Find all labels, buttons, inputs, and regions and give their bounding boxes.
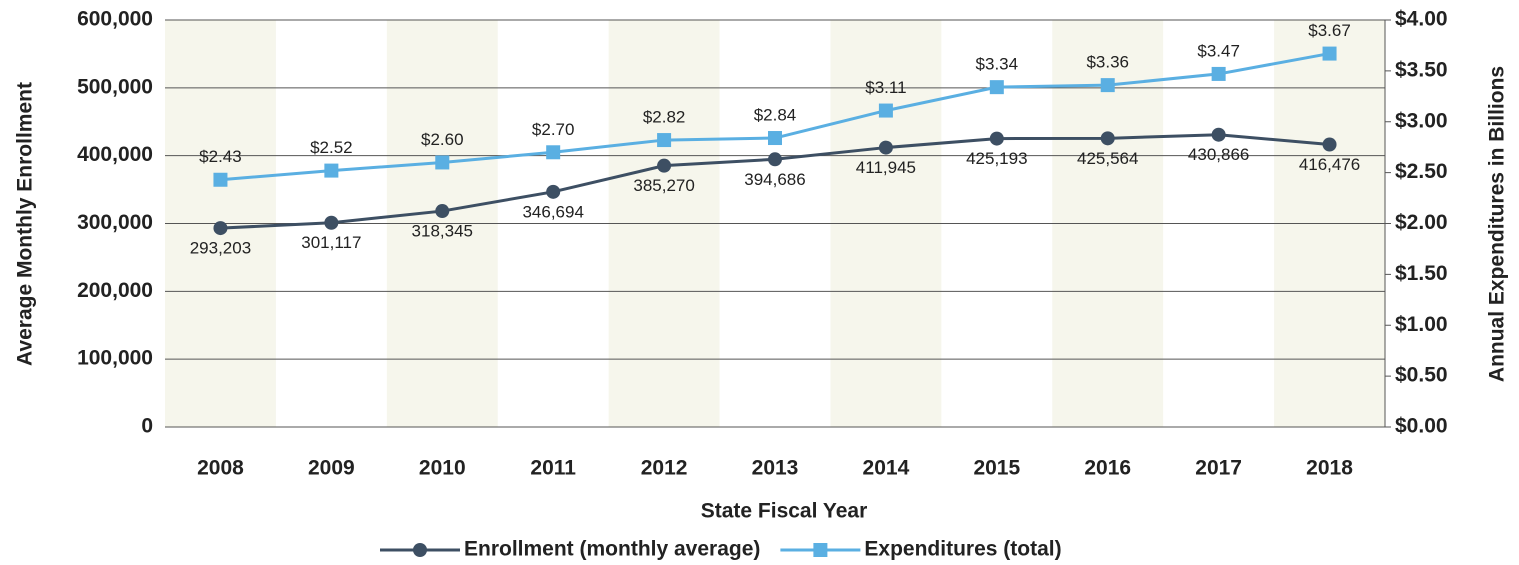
marker bbox=[768, 131, 782, 146]
data-label: $3.67 bbox=[1308, 21, 1351, 40]
data-label: $2.70 bbox=[532, 120, 575, 139]
y2-tick-label: $0.00 bbox=[1395, 415, 1448, 438]
y2-tick-label: $2.50 bbox=[1395, 160, 1448, 183]
x-tick-label: 2014 bbox=[863, 457, 910, 480]
x-tick-label: 2011 bbox=[530, 457, 576, 480]
marker bbox=[989, 80, 1004, 95]
marker bbox=[1211, 127, 1226, 142]
x-tick-label: 2010 bbox=[419, 457, 466, 480]
marker bbox=[324, 215, 339, 230]
legend-label: Expenditures (total) bbox=[864, 538, 1061, 561]
data-label: $3.47 bbox=[1197, 41, 1240, 60]
marker bbox=[213, 172, 228, 187]
x-tick-label: 2017 bbox=[1195, 457, 1242, 480]
x-tick-label: 2008 bbox=[197, 457, 244, 480]
y-tick-label: 500,000 bbox=[77, 75, 153, 98]
data-label: $3.36 bbox=[1086, 53, 1129, 72]
marker bbox=[878, 103, 893, 118]
marker bbox=[878, 140, 893, 155]
data-label: 416,476 bbox=[1299, 155, 1360, 174]
data-label: 346,694 bbox=[522, 202, 583, 221]
x-tick-label: 2013 bbox=[752, 457, 799, 480]
marker bbox=[989, 131, 1004, 146]
x-axis-title: State Fiscal Year bbox=[701, 500, 868, 523]
legend-label: Enrollment (monthly average) bbox=[464, 538, 760, 561]
marker bbox=[435, 204, 450, 219]
y2-tick-label: $0.50 bbox=[1395, 364, 1448, 387]
y-tick-label: 300,000 bbox=[77, 211, 153, 234]
legend-marker bbox=[413, 543, 427, 557]
marker bbox=[1100, 131, 1115, 146]
y-tick-label: 200,000 bbox=[77, 279, 153, 302]
marker bbox=[435, 155, 450, 170]
y-tick-label: 400,000 bbox=[77, 143, 153, 166]
y2-tick-label: $1.00 bbox=[1395, 313, 1448, 336]
marker bbox=[1211, 66, 1226, 81]
x-tick-label: 2012 bbox=[641, 457, 688, 480]
data-label: 425,564 bbox=[1077, 149, 1138, 168]
data-label: 301,117 bbox=[301, 233, 361, 252]
y2-tick-label: $2.00 bbox=[1395, 211, 1448, 234]
x-tick-label: 2018 bbox=[1306, 457, 1353, 480]
legend-marker bbox=[813, 543, 828, 557]
marker bbox=[657, 133, 672, 148]
data-label: $2.84 bbox=[754, 106, 797, 125]
data-label: $2.60 bbox=[421, 130, 464, 149]
y2-tick-label: $4.00 bbox=[1395, 8, 1448, 31]
y-tick-label: 0 bbox=[141, 415, 153, 438]
y2-tick-label: $3.50 bbox=[1395, 58, 1448, 81]
x-tick-label: 2016 bbox=[1084, 457, 1131, 480]
data-label: 430,866 bbox=[1188, 145, 1249, 164]
marker bbox=[1100, 78, 1115, 93]
data-label: $2.82 bbox=[643, 108, 686, 127]
marker bbox=[546, 184, 561, 199]
y2-tick-label: $1.50 bbox=[1395, 262, 1448, 285]
data-label: 411,945 bbox=[856, 158, 916, 177]
data-label: 318,345 bbox=[412, 222, 473, 241]
data-label: 425,193 bbox=[966, 149, 1027, 168]
data-label: 394,686 bbox=[744, 170, 805, 189]
x-tick-label: 2009 bbox=[308, 457, 355, 480]
data-label: $2.43 bbox=[199, 147, 242, 166]
marker bbox=[1322, 137, 1337, 152]
marker bbox=[657, 158, 672, 173]
y-tick-label: 600,000 bbox=[77, 8, 153, 31]
marker bbox=[546, 145, 561, 160]
x-tick-label: 2015 bbox=[973, 457, 1020, 480]
y2-axis-title: Annual Expenditures in Billions bbox=[1486, 66, 1509, 382]
y-tick-label: 100,000 bbox=[77, 347, 153, 370]
data-label: 293,203 bbox=[190, 239, 251, 258]
y-axis-title: Average Monthly Enrollment bbox=[14, 82, 37, 366]
data-label: $3.11 bbox=[865, 78, 906, 97]
marker bbox=[768, 152, 782, 167]
data-label: $2.52 bbox=[310, 138, 353, 157]
data-label: $3.34 bbox=[976, 55, 1019, 74]
marker bbox=[324, 163, 339, 178]
data-label: 385,270 bbox=[633, 176, 694, 195]
marker bbox=[1322, 46, 1337, 61]
y2-tick-label: $3.00 bbox=[1395, 109, 1448, 132]
marker bbox=[213, 221, 228, 236]
